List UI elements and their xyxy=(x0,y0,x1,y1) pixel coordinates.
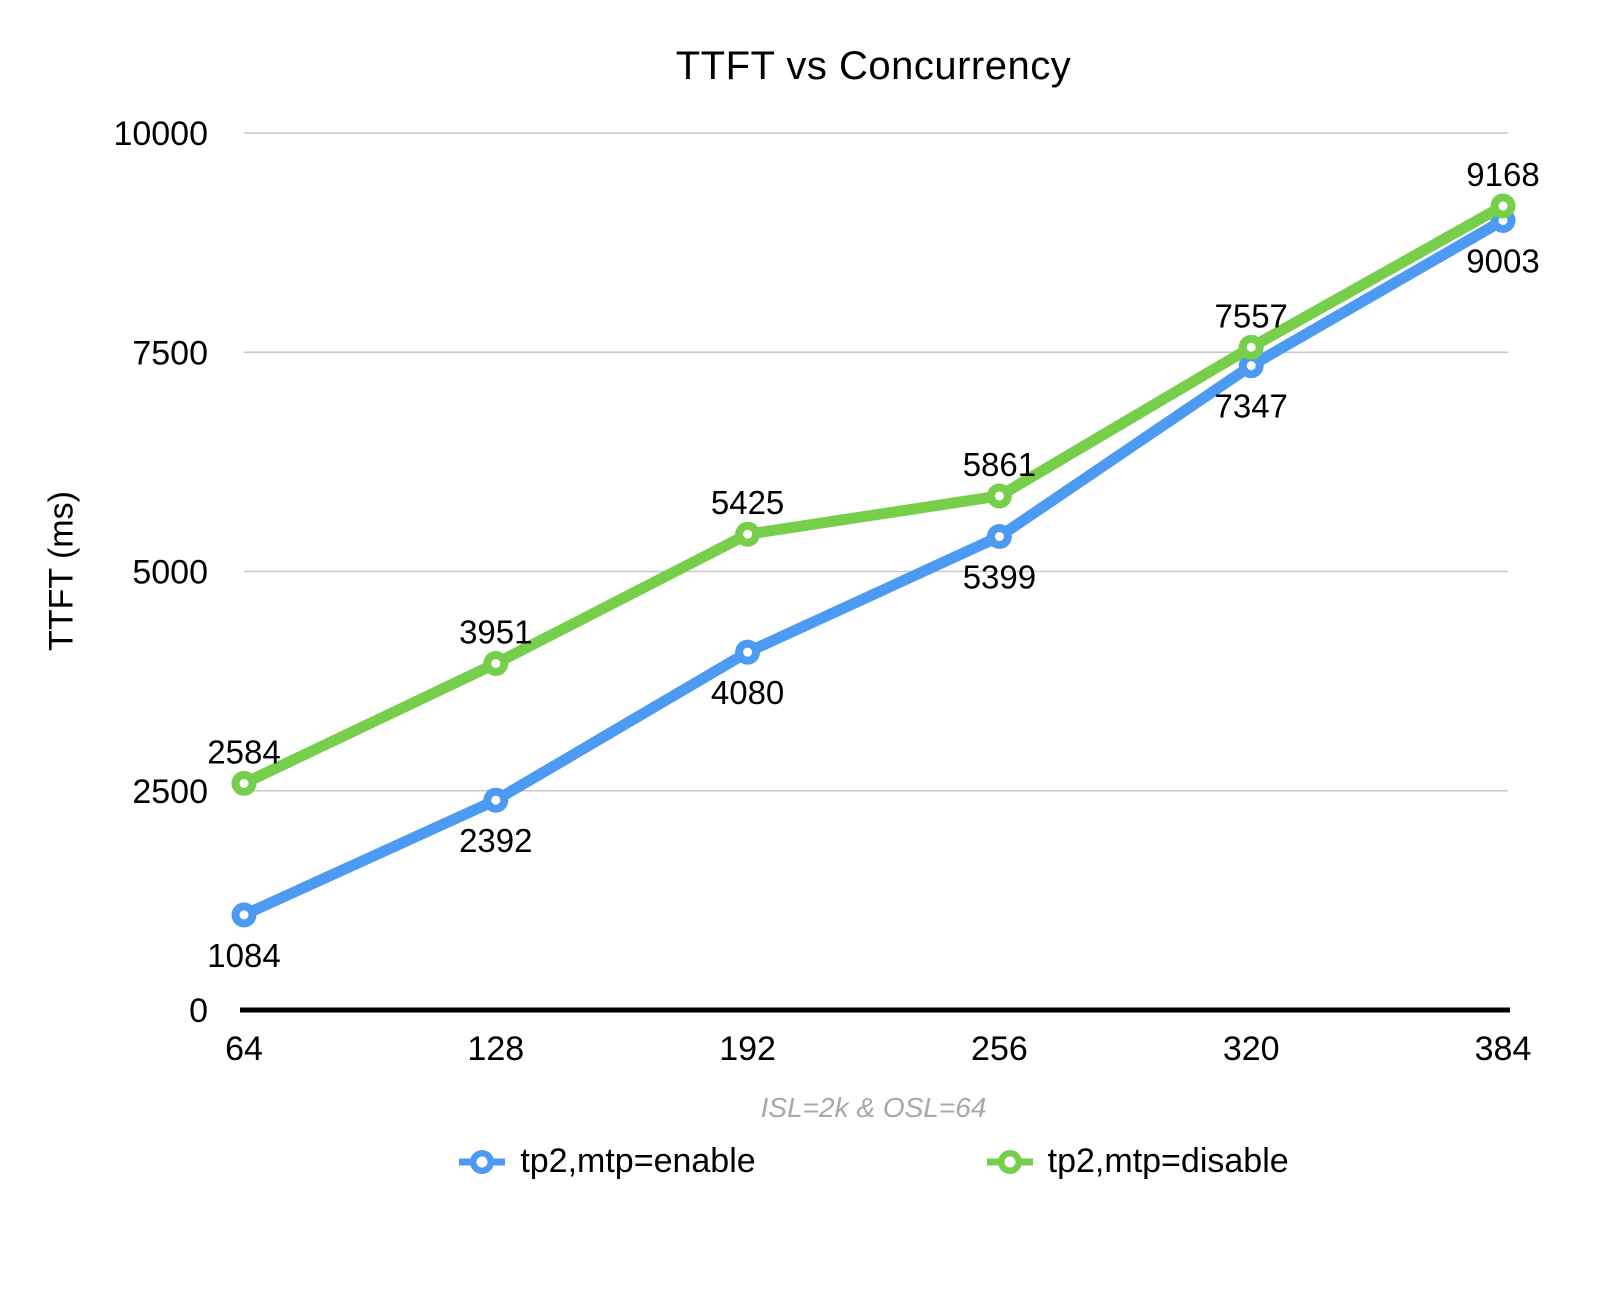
legend-marker-disable-icon xyxy=(986,1149,1033,1174)
y-tick-label: 5000 xyxy=(132,554,208,592)
data-point-label: 5861 xyxy=(963,446,1036,483)
data-point-label: 4080 xyxy=(711,674,784,711)
data-point-marker-hole xyxy=(994,532,1004,542)
data-point-label: 2584 xyxy=(207,733,280,770)
data-point-label: 1084 xyxy=(207,937,280,974)
data-point-marker-hole xyxy=(239,778,249,788)
data-point-marker-hole xyxy=(1246,361,1256,371)
y-tick-label: 10000 xyxy=(113,115,208,153)
legend: tp2,mtp=enable tp2,mtp=disable xyxy=(244,1142,1503,1181)
data-point-label: 2392 xyxy=(459,822,532,859)
y-tick-label: 2500 xyxy=(132,773,208,811)
series-line-1 xyxy=(238,200,1509,789)
legend-item-disable: tp2,mtp=disable xyxy=(986,1142,1289,1181)
x-tick-label: 384 xyxy=(1475,1030,1532,1068)
x-tick-label: 320 xyxy=(1223,1030,1280,1068)
data-point-marker-hole xyxy=(491,795,501,805)
data-point-marker-hole xyxy=(491,658,501,668)
legend-item-enable: tp2,mtp=enable xyxy=(458,1142,756,1181)
data-point-label: 9168 xyxy=(1466,156,1539,193)
x-tick-label: 64 xyxy=(225,1030,263,1068)
y-tick-label: 7500 xyxy=(132,334,208,372)
legend-label-enable: tp2,mtp=enable xyxy=(520,1142,756,1180)
data-point-marker-hole xyxy=(1246,342,1256,352)
data-point-marker-hole xyxy=(743,529,753,539)
chart-title: TTFT vs Concurrency xyxy=(675,44,1072,88)
legend-marker-enable-icon xyxy=(459,1149,506,1174)
data-point-label: 7557 xyxy=(1214,297,1287,334)
legend-label-disable: tp2,mtp=disable xyxy=(1047,1142,1289,1180)
data-point-label: 7347 xyxy=(1214,388,1287,425)
chart-caption: ISL=2k & OSL=64 xyxy=(760,1092,987,1123)
data-point-marker-hole xyxy=(994,491,1004,501)
data-point-marker-hole xyxy=(743,647,753,657)
data-point-label: 5425 xyxy=(711,484,784,521)
data-point-label: 5399 xyxy=(963,559,1036,596)
y-tick-label: 0 xyxy=(189,992,208,1030)
data-point-label: 9003 xyxy=(1466,242,1539,279)
series-line-0 xyxy=(238,214,1509,921)
data-point-label: 3951 xyxy=(459,613,532,650)
data-point-marker-hole xyxy=(239,910,249,920)
data-point-marker-hole xyxy=(1498,201,1508,211)
x-tick-label: 128 xyxy=(467,1030,524,1068)
x-tick-label: 192 xyxy=(719,1030,776,1068)
x-tick-label: 256 xyxy=(971,1030,1028,1068)
